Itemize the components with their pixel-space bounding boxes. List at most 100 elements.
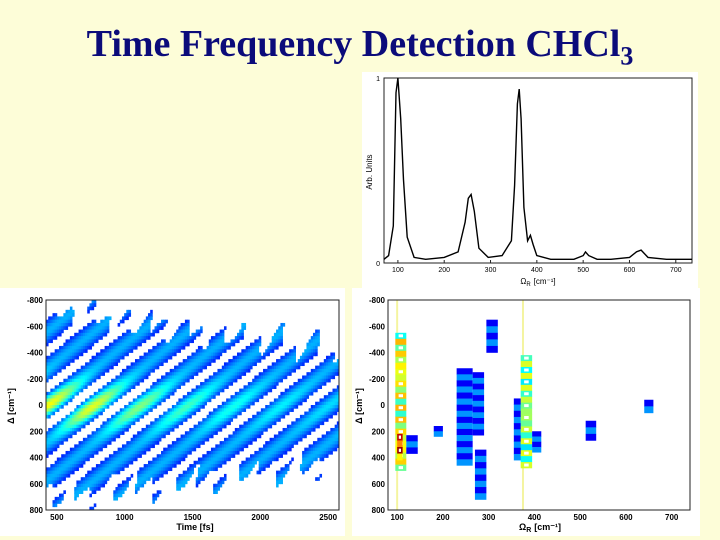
timemap-cell: [139, 332, 142, 337]
timemap-cell: [187, 391, 190, 396]
timemap-cell: [54, 388, 58, 393]
timemap-cell: [254, 421, 257, 426]
timemap-cell: [312, 339, 316, 344]
timemap-cell: [276, 342, 279, 347]
timemap-cell: [254, 362, 257, 367]
timemap-cell: [269, 388, 273, 393]
timemap-cell: [180, 441, 184, 445]
timemap-cell: [78, 349, 82, 353]
timemap-cell: [61, 385, 64, 389]
timemap-cell: [228, 342, 231, 347]
timemap-cell: [76, 382, 79, 386]
timemap-cell: [80, 345, 84, 350]
timemap-cell: [271, 437, 275, 442]
freqmap-block: [474, 480, 487, 488]
timemap-cell: [100, 405, 103, 409]
timemap-cell: [169, 385, 173, 389]
timemap-cell: [50, 319, 53, 324]
timemap-cell: [158, 388, 162, 393]
timemap-cell: [152, 345, 155, 350]
timemap-cell: [312, 444, 316, 449]
timemap-cell: [46, 365, 49, 370]
timemap-cell: [271, 457, 275, 462]
timemap-cell: [280, 372, 283, 376]
timemap-cell: [111, 434, 114, 439]
timemap-cell: [184, 431, 188, 435]
timemap-cell: [200, 467, 203, 472]
timemap-cell: [206, 352, 210, 357]
timemap-cell: [221, 405, 225, 409]
timemap-cell: [93, 503, 97, 508]
timemap-cell: [280, 447, 283, 452]
timemap-cell: [267, 457, 270, 462]
timemap-cell: [65, 460, 69, 465]
timemap-cell: [308, 414, 312, 419]
timemap-cell: [258, 391, 262, 396]
freqmap-block: [472, 406, 485, 413]
timemap-cell: [93, 473, 97, 478]
timemap-cell: [50, 362, 53, 367]
timemap-cell: [260, 424, 264, 429]
timemap-cell: [171, 444, 175, 449]
timemap-cell: [219, 450, 223, 455]
timemap-cell: [148, 336, 151, 340]
timemap-cell: [206, 349, 210, 353]
timemap-cell: [158, 391, 162, 396]
timemap-cell: [145, 477, 149, 481]
timemap-cell: [234, 450, 238, 455]
timemap-cell: [286, 388, 290, 393]
timemap-cell: [232, 375, 236, 380]
timemap-cell: [56, 359, 60, 363]
timemap-cell: [134, 336, 138, 340]
timemap-cell: [180, 322, 184, 327]
timemap-ytick-label: 0: [39, 401, 44, 410]
timemap-cell: [180, 408, 184, 412]
timemap-cell: [299, 464, 303, 468]
timemap-cell: [130, 378, 134, 383]
timemap-cell: [113, 378, 116, 383]
timemap-cell: [102, 408, 105, 412]
timemap-cell: [250, 421, 253, 426]
timemap-cell: [137, 329, 140, 334]
timemap-cell: [213, 460, 216, 465]
timemap-cell: [256, 457, 260, 462]
timemap-cell: [69, 382, 73, 386]
timemap-cell: [299, 401, 303, 406]
timemap-cell: [108, 470, 112, 475]
timemap-cell: [239, 362, 242, 367]
timemap-cell: [176, 424, 179, 429]
timemap-cell: [278, 336, 281, 340]
timemap-cell: [59, 398, 62, 403]
timemap-cell: [200, 437, 203, 442]
timemap-cell: [243, 460, 247, 465]
timemap-cell: [82, 405, 86, 409]
timemap-cell: [161, 464, 164, 468]
timemap-cell: [137, 447, 140, 452]
timemap-cell: [191, 405, 194, 409]
timemap-cell: [67, 375, 71, 380]
timemap-cell: [273, 362, 277, 367]
timemap-cell: [284, 434, 288, 439]
timemap-cell: [63, 362, 66, 367]
timemap-cell: [167, 385, 171, 389]
timemap-cell: [54, 405, 58, 409]
timemap-cell: [191, 339, 194, 344]
timemap-cell: [98, 395, 101, 399]
timemap-cell: [174, 460, 177, 465]
timemap-cell: [100, 322, 103, 327]
timemap-cell: [137, 362, 140, 367]
timemap-cell: [69, 431, 73, 435]
timemap-cell: [158, 421, 162, 426]
timemap-cell: [308, 339, 312, 344]
timemap-cell: [48, 319, 51, 324]
timemap-cell: [184, 480, 188, 485]
timemap-cell: [67, 378, 71, 383]
timemap-cell: [132, 454, 136, 458]
timemap-cell: [106, 398, 110, 403]
timemap-cell: [48, 316, 51, 321]
timemap-cell: [319, 382, 323, 386]
timemap-cell: [150, 359, 153, 363]
timemap-cell: [176, 401, 179, 406]
timemap-xtick-label: 2500: [319, 513, 337, 522]
timemap-cell: [250, 401, 253, 406]
